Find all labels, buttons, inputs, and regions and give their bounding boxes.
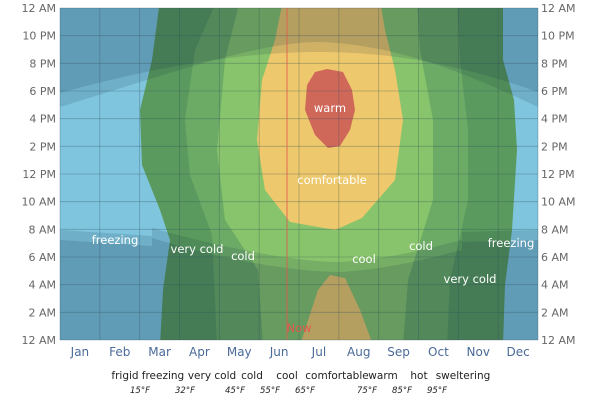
- band-warm: [305, 69, 355, 148]
- legend-category: freezing: [142, 370, 184, 382]
- band-annotation: freezing: [488, 236, 535, 250]
- grid-lines: [59, 7, 539, 341]
- band-annotation: warm: [314, 101, 346, 115]
- band-annotation: cold: [231, 249, 255, 263]
- y-tick-label-right: 2 PM: [541, 140, 568, 153]
- legend-threshold: 32°F: [175, 386, 195, 396]
- y-tick-label-left: 12 PM: [22, 168, 56, 181]
- y-tick-label-right: 6 AM: [541, 251, 569, 264]
- band-annotation: cool: [352, 252, 376, 266]
- y-tick-label-left: 10 PM: [22, 30, 56, 43]
- band-annotation: very cold: [171, 242, 224, 256]
- y-tick-label-left: 8 AM: [28, 223, 56, 236]
- legend-threshold: 85°F: [392, 386, 412, 396]
- y-tick-label-right: 12 PM: [541, 168, 575, 181]
- legend-category: warm: [368, 370, 397, 382]
- y-tick-label-right: 8 PM: [541, 57, 568, 70]
- y-tick-label-right: 4 AM: [541, 279, 569, 292]
- legend-category: very cold: [188, 370, 236, 382]
- y-tick-label-left: 6 AM: [28, 251, 56, 264]
- band-annotation: comfortable: [297, 173, 367, 187]
- x-tick-label-month: Jan: [70, 345, 90, 359]
- y-tick-label-right: 8 AM: [541, 223, 569, 236]
- y-tick-label-right: 4 PM: [541, 113, 568, 126]
- legend-threshold: 75°F: [357, 386, 377, 396]
- legend-threshold: 95°F: [427, 386, 447, 396]
- y-tick-label-left: 8 PM: [29, 57, 56, 70]
- x-tick-label-month: Apr: [189, 345, 210, 359]
- y-tick-label-right: 10 PM: [541, 30, 575, 43]
- y-tick-label-right: 6 PM: [541, 85, 568, 98]
- y-tick-label-right: 2 AM: [541, 306, 569, 319]
- legend-threshold: 65°F: [295, 386, 315, 396]
- night-shading-morning-1: [60, 228, 538, 340]
- x-tick-label-month: Mar: [148, 345, 171, 359]
- legend-category: cool: [276, 370, 298, 382]
- y-tick-label-left: 4 AM: [28, 279, 56, 292]
- x-tick-label-month: Aug: [347, 345, 370, 359]
- x-tick-label-month: Dec: [506, 345, 529, 359]
- band-annotation: very cold: [444, 272, 497, 286]
- night-shading-morning-2: [60, 238, 538, 340]
- x-tick-label-month: Sep: [387, 345, 410, 359]
- y-tick-label-left: 12 AM: [21, 334, 56, 347]
- x-tick-label-month: May: [227, 345, 252, 359]
- x-tick-label-month: Feb: [109, 345, 130, 359]
- band-annotation: cold: [409, 239, 433, 253]
- y-axis-left: 12 AM 2 AM 4 AM 6 AM 8 AM 10 AM 12 PM 2 PM 4 PM 6…: [21, 2, 56, 347]
- y-tick-label-left: 12 AM: [21, 2, 56, 15]
- x-tick-label-month: Jun: [269, 345, 289, 359]
- night-shading-evening-1: [60, 8, 538, 107]
- legend-category: sweltering: [436, 370, 491, 382]
- x-axis-months: Jan Feb Mar Apr May Jun Jul Aug Sep Oct Nov Dec: [70, 345, 530, 359]
- y-tick-label-right: 10 AM: [541, 196, 576, 209]
- legend-threshold: 55°F: [260, 386, 280, 396]
- x-tick-label-month: Jul: [311, 345, 326, 359]
- band-annotation: freezing: [92, 233, 139, 247]
- legend-category: hot: [410, 370, 427, 382]
- legend-category: comfortable: [305, 370, 368, 382]
- y-tick-label-right: 12 AM: [541, 2, 576, 15]
- y-tick-label-left: 6 PM: [29, 85, 56, 98]
- legend-threshold: 15°F: [130, 386, 150, 396]
- y-tick-label-left: 4 PM: [29, 113, 56, 126]
- legend: frigid freezing very cold cold cool comfortab…: [111, 370, 490, 396]
- legend-category: frigid: [111, 370, 138, 382]
- y-tick-label-left: 10 AM: [21, 196, 56, 209]
- y-axis-right: 12 AM 2 AM 4 AM 6 AM 8 AM 10 AM 12 PM 2 PM 4 PM 6…: [541, 2, 576, 347]
- band-annotations: freezing very cold cold warm comfortable cool…: [92, 101, 535, 286]
- now-label: Now: [286, 321, 311, 335]
- x-tick-label-month: Nov: [467, 345, 490, 359]
- temperature-bands: [60, 8, 538, 340]
- y-tick-label-left: 2 AM: [28, 306, 56, 319]
- y-tick-label-right: 12 AM: [541, 334, 576, 347]
- y-tick-label-left: 2 PM: [29, 140, 56, 153]
- legend-threshold: 45°F: [225, 386, 245, 396]
- legend-category: cold: [241, 370, 263, 382]
- night-shading-evening-2: [60, 8, 538, 93]
- band-comfortable-night: [301, 275, 372, 340]
- x-tick-label-month: Oct: [428, 345, 449, 359]
